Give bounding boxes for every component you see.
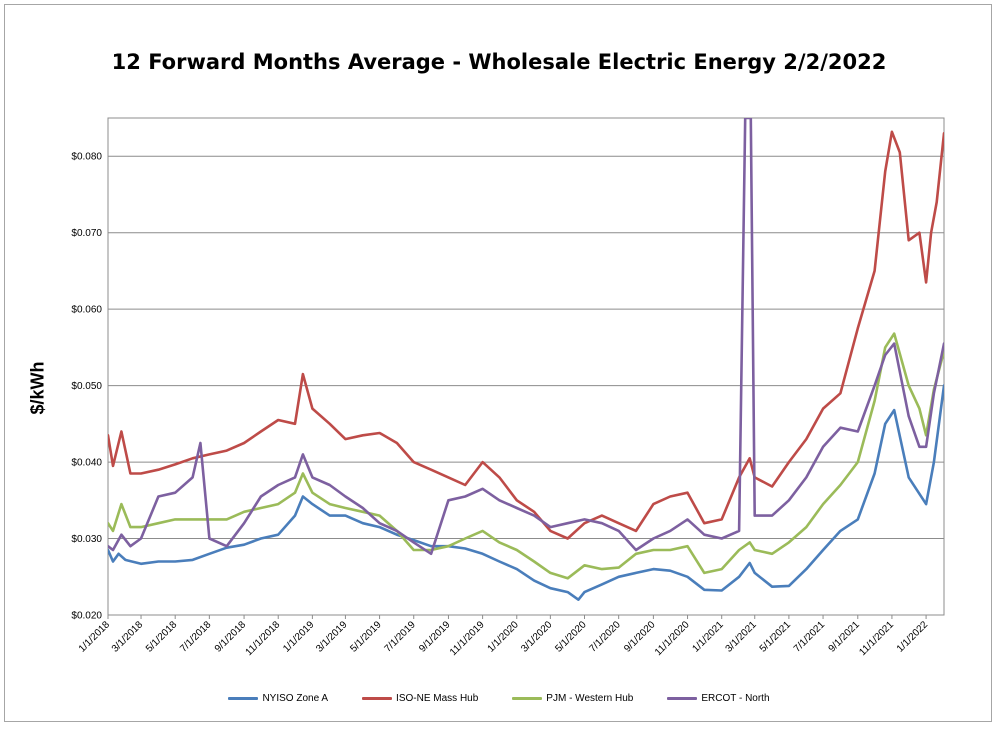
- x-tick-label: 11/1/2020: [653, 619, 692, 658]
- x-tick-label: 7/1/2019: [383, 619, 419, 655]
- x-tick-label: 5/1/2019: [348, 619, 384, 655]
- legend-label: ISO-NE Mass Hub: [396, 693, 479, 704]
- legend-item: ERCOT - North: [667, 693, 770, 704]
- series-line-iso-ne-mass-hub: [108, 130, 944, 540]
- x-tick-label: 1/1/2019: [281, 619, 317, 655]
- y-tick-label: $0.020: [71, 611, 102, 622]
- x-tick-label: 1/1/2022: [895, 619, 931, 655]
- x-tick-label: 5/1/2018: [144, 619, 180, 655]
- legend-swatch: [667, 697, 698, 700]
- plot-area: [107, 117, 945, 616]
- legend-item: NYISO Zone A: [228, 693, 328, 704]
- legend-item: ISO-NE Mass Hub: [362, 693, 478, 704]
- x-tick-label: 5/1/2020: [553, 619, 589, 655]
- chart-frame: [4, 4, 992, 722]
- legend-swatch: [362, 697, 393, 700]
- chart-title: 12 Forward Months Average - Wholesale El…: [111, 50, 887, 74]
- y-tick-label: $0.040: [71, 458, 102, 469]
- x-tick-label: 1/1/2021: [691, 619, 727, 655]
- x-tick-label: 9/1/2019: [417, 619, 453, 655]
- x-tick-label: 7/1/2018: [178, 619, 214, 655]
- x-tick-label: 5/1/2021: [758, 619, 794, 655]
- x-tick-label: 9/1/2018: [213, 619, 249, 655]
- x-tick-label: 1/1/2018: [77, 619, 113, 655]
- x-tick-label: 7/1/2020: [587, 619, 623, 655]
- legend-swatch: [228, 697, 259, 700]
- x-tick-label: 11/1/2018: [244, 619, 283, 658]
- series-line-ercot-north: [108, 118, 944, 556]
- x-tick-label: 3/1/2018: [110, 619, 146, 655]
- legend-item: PJM - Western Hub: [512, 693, 633, 704]
- x-tick-label: 11/1/2021: [857, 619, 896, 658]
- legend-swatch: [512, 697, 543, 700]
- legend-label: NYISO Zone A: [262, 693, 329, 704]
- series-line-nyiso-zone-a: [108, 384, 944, 601]
- x-tick-label: 7/1/2021: [792, 619, 828, 655]
- x-tick-label: 3/1/2021: [724, 619, 760, 655]
- x-tick-label: 3/1/2020: [519, 619, 555, 655]
- y-tick-label: $0.030: [71, 534, 102, 545]
- x-tick-label: 3/1/2019: [314, 619, 350, 655]
- legend-label: PJM - Western Hub: [546, 693, 634, 704]
- x-tick-label: 9/1/2020: [622, 619, 658, 655]
- y-tick-label: $0.070: [71, 228, 102, 239]
- x-tick-label: 9/1/2021: [827, 619, 863, 655]
- y-tick-label: $0.050: [71, 381, 102, 392]
- y-tick-label: $0.060: [71, 305, 102, 316]
- legend-label: ERCOT - North: [701, 693, 770, 704]
- series-line-pjm-western-hub: [108, 332, 944, 580]
- x-tick-label: 1/1/2020: [486, 619, 522, 655]
- x-tick-label: 11/1/2019: [448, 619, 487, 658]
- y-tick-label: $0.080: [71, 152, 102, 163]
- chart-legend: NYISO Zone A ISO-NE Mass Hub PJM - Western…: [0, 693, 998, 704]
